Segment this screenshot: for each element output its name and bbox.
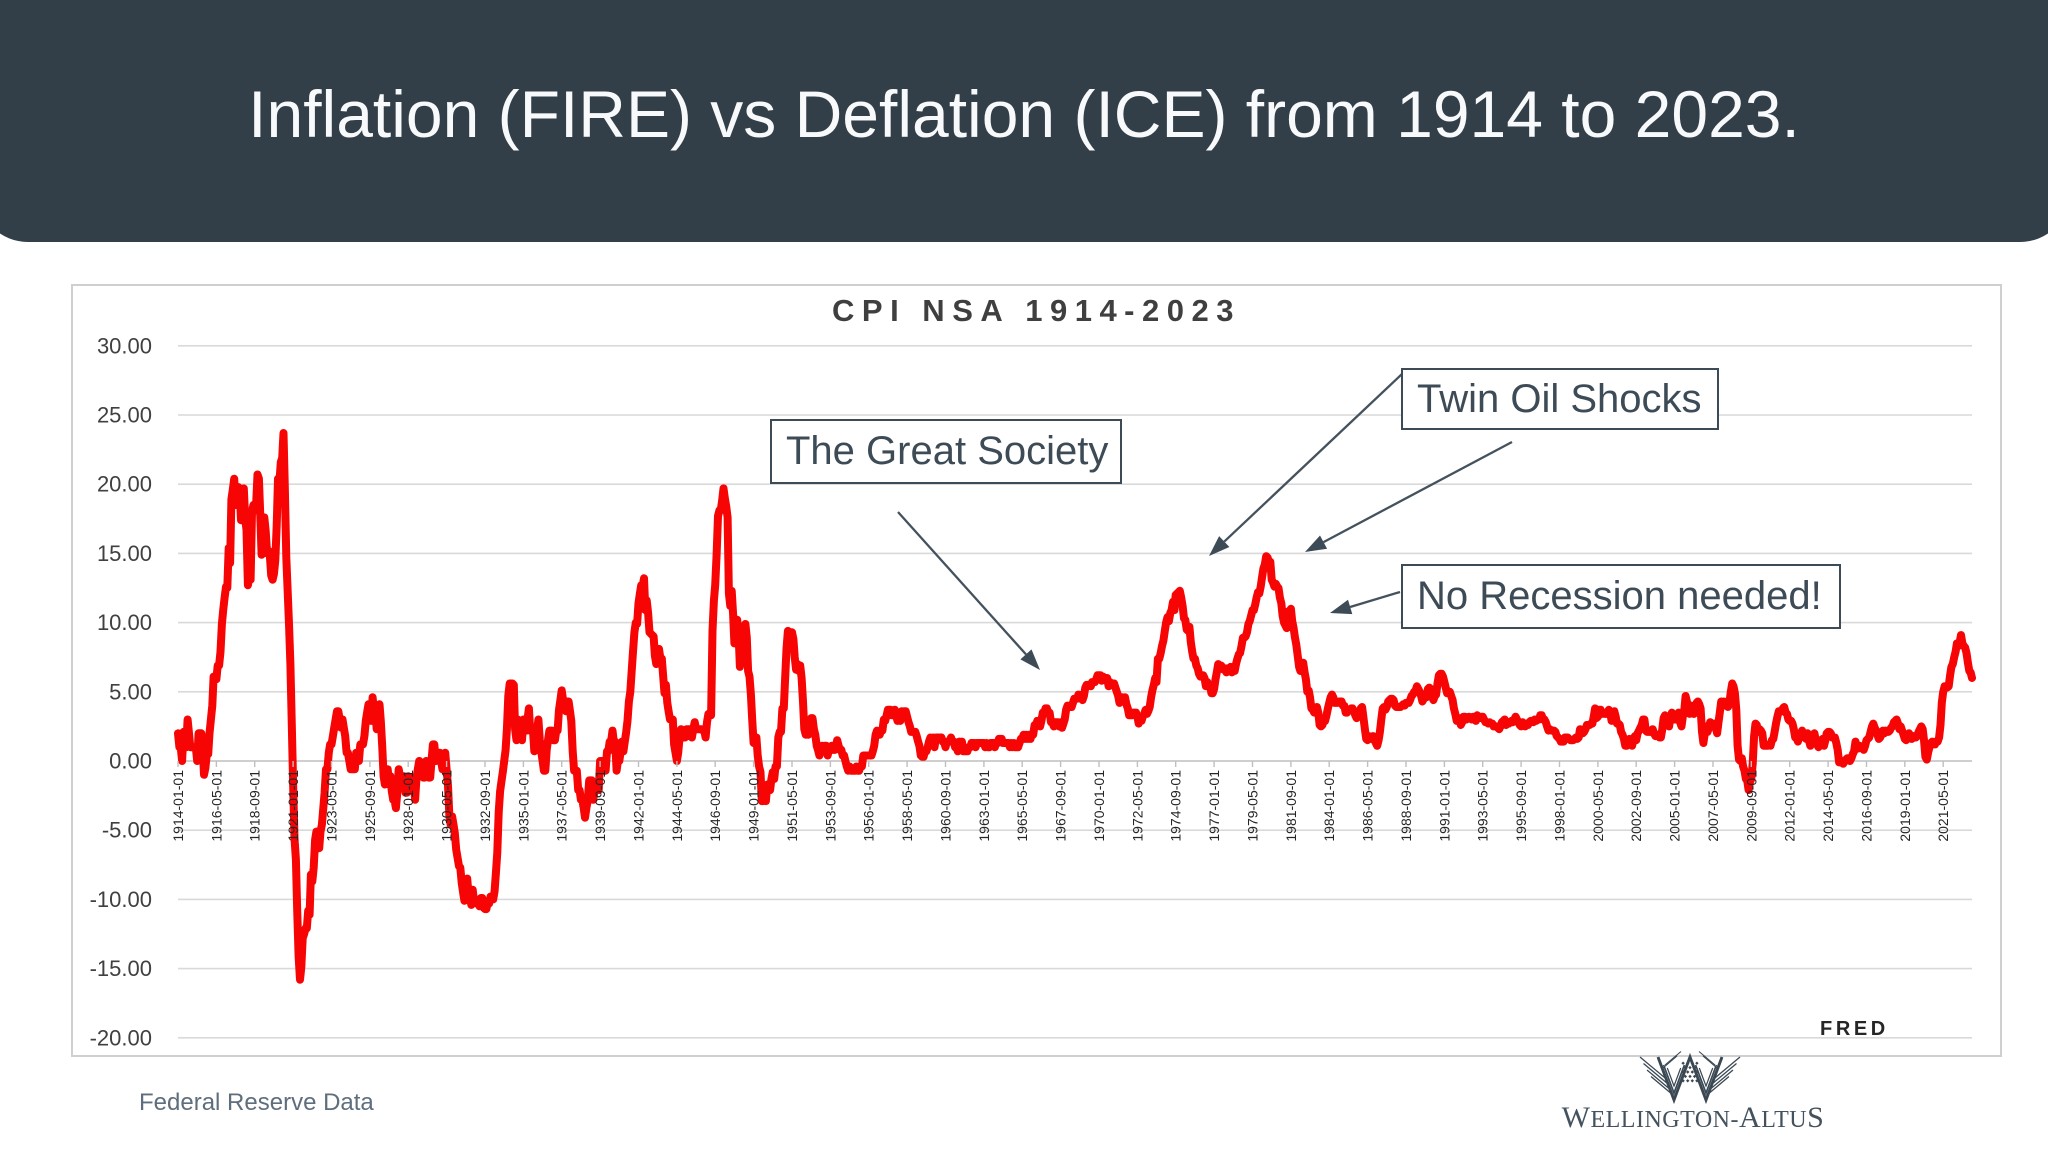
svg-text:1942-01-01: 1942-01-01 (631, 770, 647, 842)
svg-text:0.00: 0.00 (109, 749, 152, 774)
svg-text:1960-09-01: 1960-09-01 (938, 770, 954, 842)
svg-text:2019-01-01: 2019-01-01 (1897, 770, 1913, 842)
svg-text:1995-09-01: 1995-09-01 (1513, 770, 1529, 842)
svg-text:25.00: 25.00 (97, 403, 152, 428)
svg-text:1974-09-01: 1974-09-01 (1168, 770, 1184, 842)
svg-text:1944-05-01: 1944-05-01 (669, 770, 685, 842)
svg-text:1951-05-01: 1951-05-01 (784, 770, 800, 842)
svg-text:2014-05-01: 2014-05-01 (1820, 770, 1836, 842)
svg-text:1967-09-01: 1967-09-01 (1053, 770, 1069, 842)
svg-text:1988-09-01: 1988-09-01 (1398, 770, 1414, 842)
svg-text:1923-05-01: 1923-05-01 (324, 770, 340, 842)
svg-text:1956-01-01: 1956-01-01 (861, 770, 877, 842)
svg-text:10.00: 10.00 (97, 610, 152, 635)
svg-text:1949-01-01: 1949-01-01 (746, 770, 762, 842)
svg-text:15.00: 15.00 (97, 541, 152, 566)
svg-text:2012-01-01: 2012-01-01 (1782, 770, 1798, 842)
svg-text:1958-05-01: 1958-05-01 (899, 770, 915, 842)
svg-text:1998-01-01: 1998-01-01 (1552, 770, 1568, 842)
svg-text:1918-09-01: 1918-09-01 (247, 770, 263, 842)
svg-text:2009-09-01: 2009-09-01 (1743, 770, 1759, 842)
svg-text:1984-01-01: 1984-01-01 (1321, 770, 1337, 842)
svg-text:1939-09-01: 1939-09-01 (592, 770, 608, 842)
svg-text:30.00: 30.00 (97, 333, 152, 358)
svg-text:-10.00: -10.00 (90, 887, 152, 912)
svg-text:1930-05-01: 1930-05-01 (439, 770, 455, 842)
svg-text:2016-09-01: 2016-09-01 (1859, 770, 1875, 842)
svg-text:20.00: 20.00 (97, 472, 152, 497)
svg-text:2000-05-01: 2000-05-01 (1590, 770, 1606, 842)
svg-text:2002-09-01: 2002-09-01 (1628, 770, 1644, 842)
svg-text:1928-01-01: 1928-01-01 (400, 770, 416, 842)
svg-text:2021-05-01: 2021-05-01 (1935, 770, 1951, 842)
svg-text:5.00: 5.00 (109, 679, 152, 704)
svg-text:1946-09-01: 1946-09-01 (707, 770, 723, 842)
svg-text:1986-05-01: 1986-05-01 (1360, 770, 1376, 842)
svg-text:1970-01-01: 1970-01-01 (1091, 770, 1107, 842)
svg-text:1977-01-01: 1977-01-01 (1206, 770, 1222, 842)
svg-text:1993-05-01: 1993-05-01 (1475, 770, 1491, 842)
svg-text:1925-09-01: 1925-09-01 (362, 770, 378, 842)
svg-text:1979-05-01: 1979-05-01 (1245, 770, 1261, 842)
svg-text:1953-09-01: 1953-09-01 (822, 770, 838, 842)
svg-text:2007-05-01: 2007-05-01 (1705, 770, 1721, 842)
svg-text:1991-01-01: 1991-01-01 (1436, 770, 1452, 842)
svg-text:-5.00: -5.00 (102, 818, 152, 843)
svg-text:2005-01-01: 2005-01-01 (1667, 770, 1683, 842)
svg-text:1965-05-01: 1965-05-01 (1014, 770, 1030, 842)
svg-text:1916-05-01: 1916-05-01 (208, 770, 224, 842)
svg-text:1932-09-01: 1932-09-01 (477, 770, 493, 842)
svg-text:1981-09-01: 1981-09-01 (1283, 770, 1299, 842)
svg-text:1937-05-01: 1937-05-01 (554, 770, 570, 842)
svg-text:1921-01-01: 1921-01-01 (285, 770, 301, 842)
svg-text:-20.00: -20.00 (90, 1025, 152, 1050)
svg-text:-15.00: -15.00 (90, 956, 152, 981)
svg-text:1972-05-01: 1972-05-01 (1129, 770, 1145, 842)
svg-text:1963-01-01: 1963-01-01 (976, 770, 992, 842)
svg-text:1935-01-01: 1935-01-01 (515, 770, 531, 842)
svg-text:1914-01-01: 1914-01-01 (170, 770, 186, 842)
